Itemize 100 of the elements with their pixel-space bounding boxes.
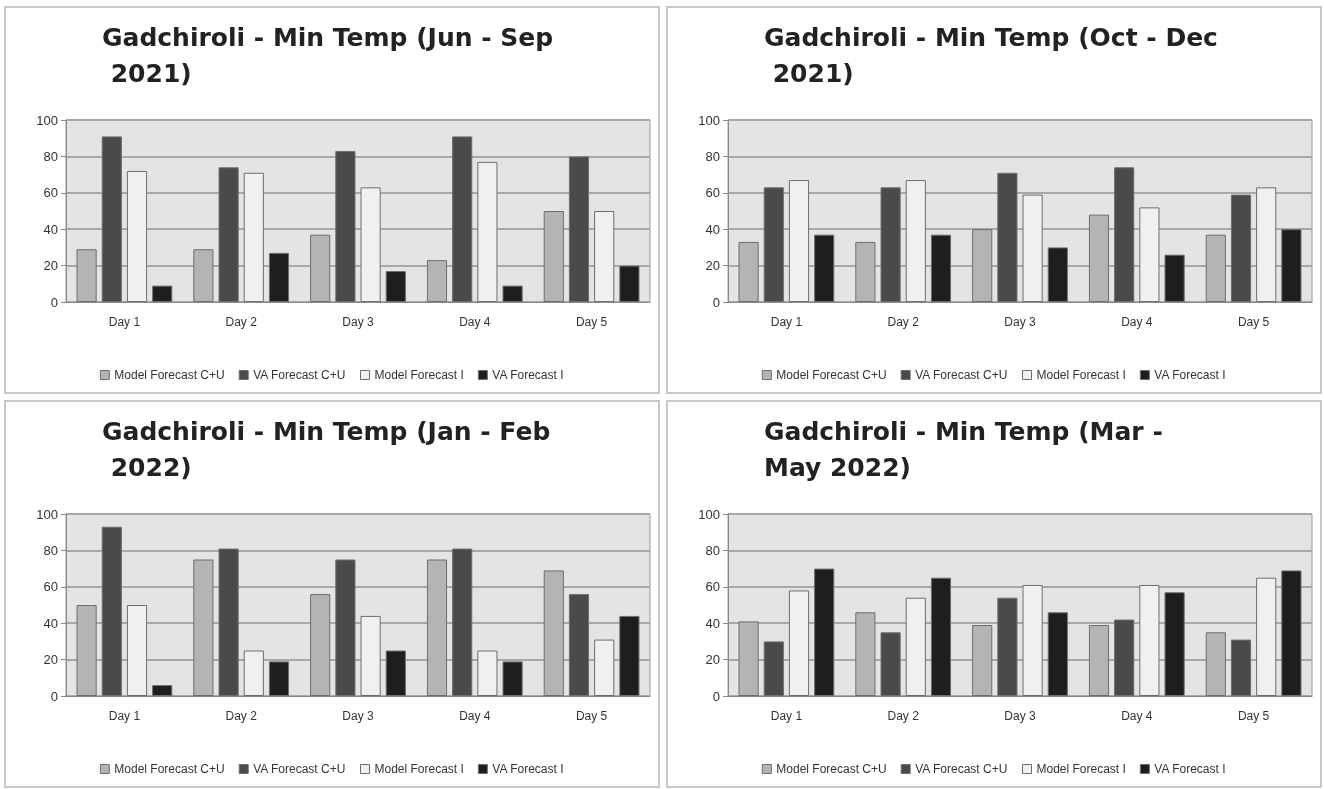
y-tick-label: 20 bbox=[43, 258, 58, 274]
bar bbox=[930, 234, 952, 302]
y-tick-label: 20 bbox=[705, 258, 720, 274]
bar bbox=[385, 271, 406, 302]
x-tick-label: Day 5 bbox=[575, 315, 608, 329]
legend-label: Model Forecast I bbox=[374, 762, 464, 776]
y-tick-label: 0 bbox=[50, 294, 58, 310]
legend-label: Model Forecast I bbox=[1036, 368, 1126, 382]
bar bbox=[763, 641, 784, 696]
x-tick-label: Day 1 bbox=[770, 709, 803, 723]
bar bbox=[880, 632, 901, 696]
bar bbox=[268, 661, 290, 696]
y-tick-label: 60 bbox=[705, 185, 720, 201]
bar bbox=[101, 526, 122, 696]
bar bbox=[152, 685, 173, 696]
bar bbox=[1230, 194, 1252, 302]
bar bbox=[218, 548, 239, 696]
legend-label: Model Forecast C+U bbox=[776, 762, 887, 776]
legend-label: VA Forecast C+U bbox=[253, 762, 346, 776]
bar bbox=[452, 136, 473, 302]
bar bbox=[385, 650, 406, 696]
bar bbox=[101, 136, 122, 302]
x-tick-label: Day 3 bbox=[1004, 315, 1036, 329]
bar bbox=[1281, 229, 1302, 302]
x-tick-label: Day 3 bbox=[1004, 709, 1036, 723]
y-tick-label: 80 bbox=[705, 542, 720, 558]
bar bbox=[997, 597, 1018, 696]
y-tick-label: 40 bbox=[43, 615, 58, 631]
bar bbox=[502, 285, 523, 302]
x-tick-label: Day 5 bbox=[575, 709, 608, 723]
legend-label: VA Forecast C+U bbox=[915, 762, 1008, 776]
bar bbox=[1281, 570, 1302, 696]
legend-label: Model Forecast I bbox=[1036, 762, 1126, 776]
legend-label: VA Forecast I bbox=[492, 368, 564, 382]
y-tick-label: 100 bbox=[36, 112, 58, 128]
legend-label: VA Forecast I bbox=[492, 762, 564, 776]
x-tick-label: Day 1 bbox=[108, 709, 141, 723]
bar bbox=[335, 150, 356, 302]
x-tick-label: Day 2 bbox=[225, 709, 258, 723]
x-tick-label: Day 5 bbox=[1237, 315, 1270, 329]
bar bbox=[1114, 619, 1135, 696]
legend-label: VA Forecast C+U bbox=[915, 368, 1008, 382]
y-tick-label: 80 bbox=[705, 148, 720, 164]
legend-label: Model Forecast C+U bbox=[776, 368, 887, 382]
bar bbox=[1164, 254, 1185, 302]
bar bbox=[930, 577, 952, 696]
bar bbox=[1047, 247, 1068, 302]
x-tick-label: Day 3 bbox=[342, 315, 374, 329]
bar bbox=[1230, 639, 1252, 696]
y-tick-label: 80 bbox=[43, 148, 58, 164]
y-tick-label: 100 bbox=[698, 506, 720, 522]
chart-title: Gadchiroli - Min Temp (Mar - May 2022) bbox=[764, 416, 1172, 482]
x-tick-label: Day 2 bbox=[887, 315, 920, 329]
x-tick-label: Day 4 bbox=[459, 709, 491, 723]
y-tick-label: 20 bbox=[43, 652, 58, 668]
bar bbox=[619, 265, 640, 302]
x-tick-label: Day 4 bbox=[1121, 315, 1153, 329]
chart-title: Gadchiroli - Min Temp (Jun - Sep 2021) bbox=[102, 22, 554, 88]
bar bbox=[1047, 612, 1068, 696]
bar bbox=[763, 187, 784, 302]
y-tick-label: 40 bbox=[705, 221, 720, 237]
legend-label: VA Forecast C+U bbox=[253, 368, 346, 382]
y-tick-label: 40 bbox=[43, 221, 58, 237]
x-tick-label: Day 2 bbox=[225, 315, 258, 329]
y-tick-label: 40 bbox=[705, 615, 720, 631]
bar bbox=[1114, 167, 1135, 302]
bar bbox=[814, 568, 835, 696]
bar bbox=[502, 661, 523, 696]
legend-label: VA Forecast I bbox=[1154, 762, 1226, 776]
y-tick-label: 0 bbox=[712, 294, 720, 310]
x-tick-label: Day 2 bbox=[887, 709, 920, 723]
y-tick-label: 60 bbox=[43, 185, 58, 201]
y-tick-label: 80 bbox=[43, 542, 58, 558]
bar bbox=[1164, 592, 1185, 696]
x-tick-label: Day 4 bbox=[1121, 709, 1153, 723]
bar bbox=[452, 548, 473, 696]
bar bbox=[568, 594, 590, 696]
y-tick-label: 100 bbox=[698, 112, 720, 128]
y-tick-label: 20 bbox=[705, 652, 720, 668]
bar bbox=[568, 156, 590, 302]
chart-title: Gadchiroli - Min Temp (Jan - Feb 2022) bbox=[102, 416, 551, 482]
y-tick-label: 0 bbox=[712, 688, 720, 704]
legend-label: VA Forecast I bbox=[1154, 368, 1226, 382]
legend-label: Model Forecast C+U bbox=[114, 368, 225, 382]
x-tick-label: Day 5 bbox=[1237, 709, 1270, 723]
x-tick-label: Day 1 bbox=[770, 315, 803, 329]
x-tick-label: Day 1 bbox=[108, 315, 141, 329]
y-tick-label: 60 bbox=[705, 579, 720, 595]
y-tick-label: 100 bbox=[36, 506, 58, 522]
bar bbox=[268, 252, 290, 302]
bar bbox=[997, 172, 1018, 302]
y-tick-label: 0 bbox=[50, 688, 58, 704]
y-tick-label: 60 bbox=[43, 579, 58, 595]
x-tick-label: Day 4 bbox=[459, 315, 491, 329]
legend-label: Model Forecast C+U bbox=[114, 762, 225, 776]
bar bbox=[880, 187, 901, 302]
chart-title: Gadchiroli - Min Temp (Oct - Dec 2021) bbox=[764, 22, 1218, 88]
legend-label: Model Forecast I bbox=[374, 368, 464, 382]
bar bbox=[218, 167, 239, 302]
bar bbox=[619, 615, 640, 696]
